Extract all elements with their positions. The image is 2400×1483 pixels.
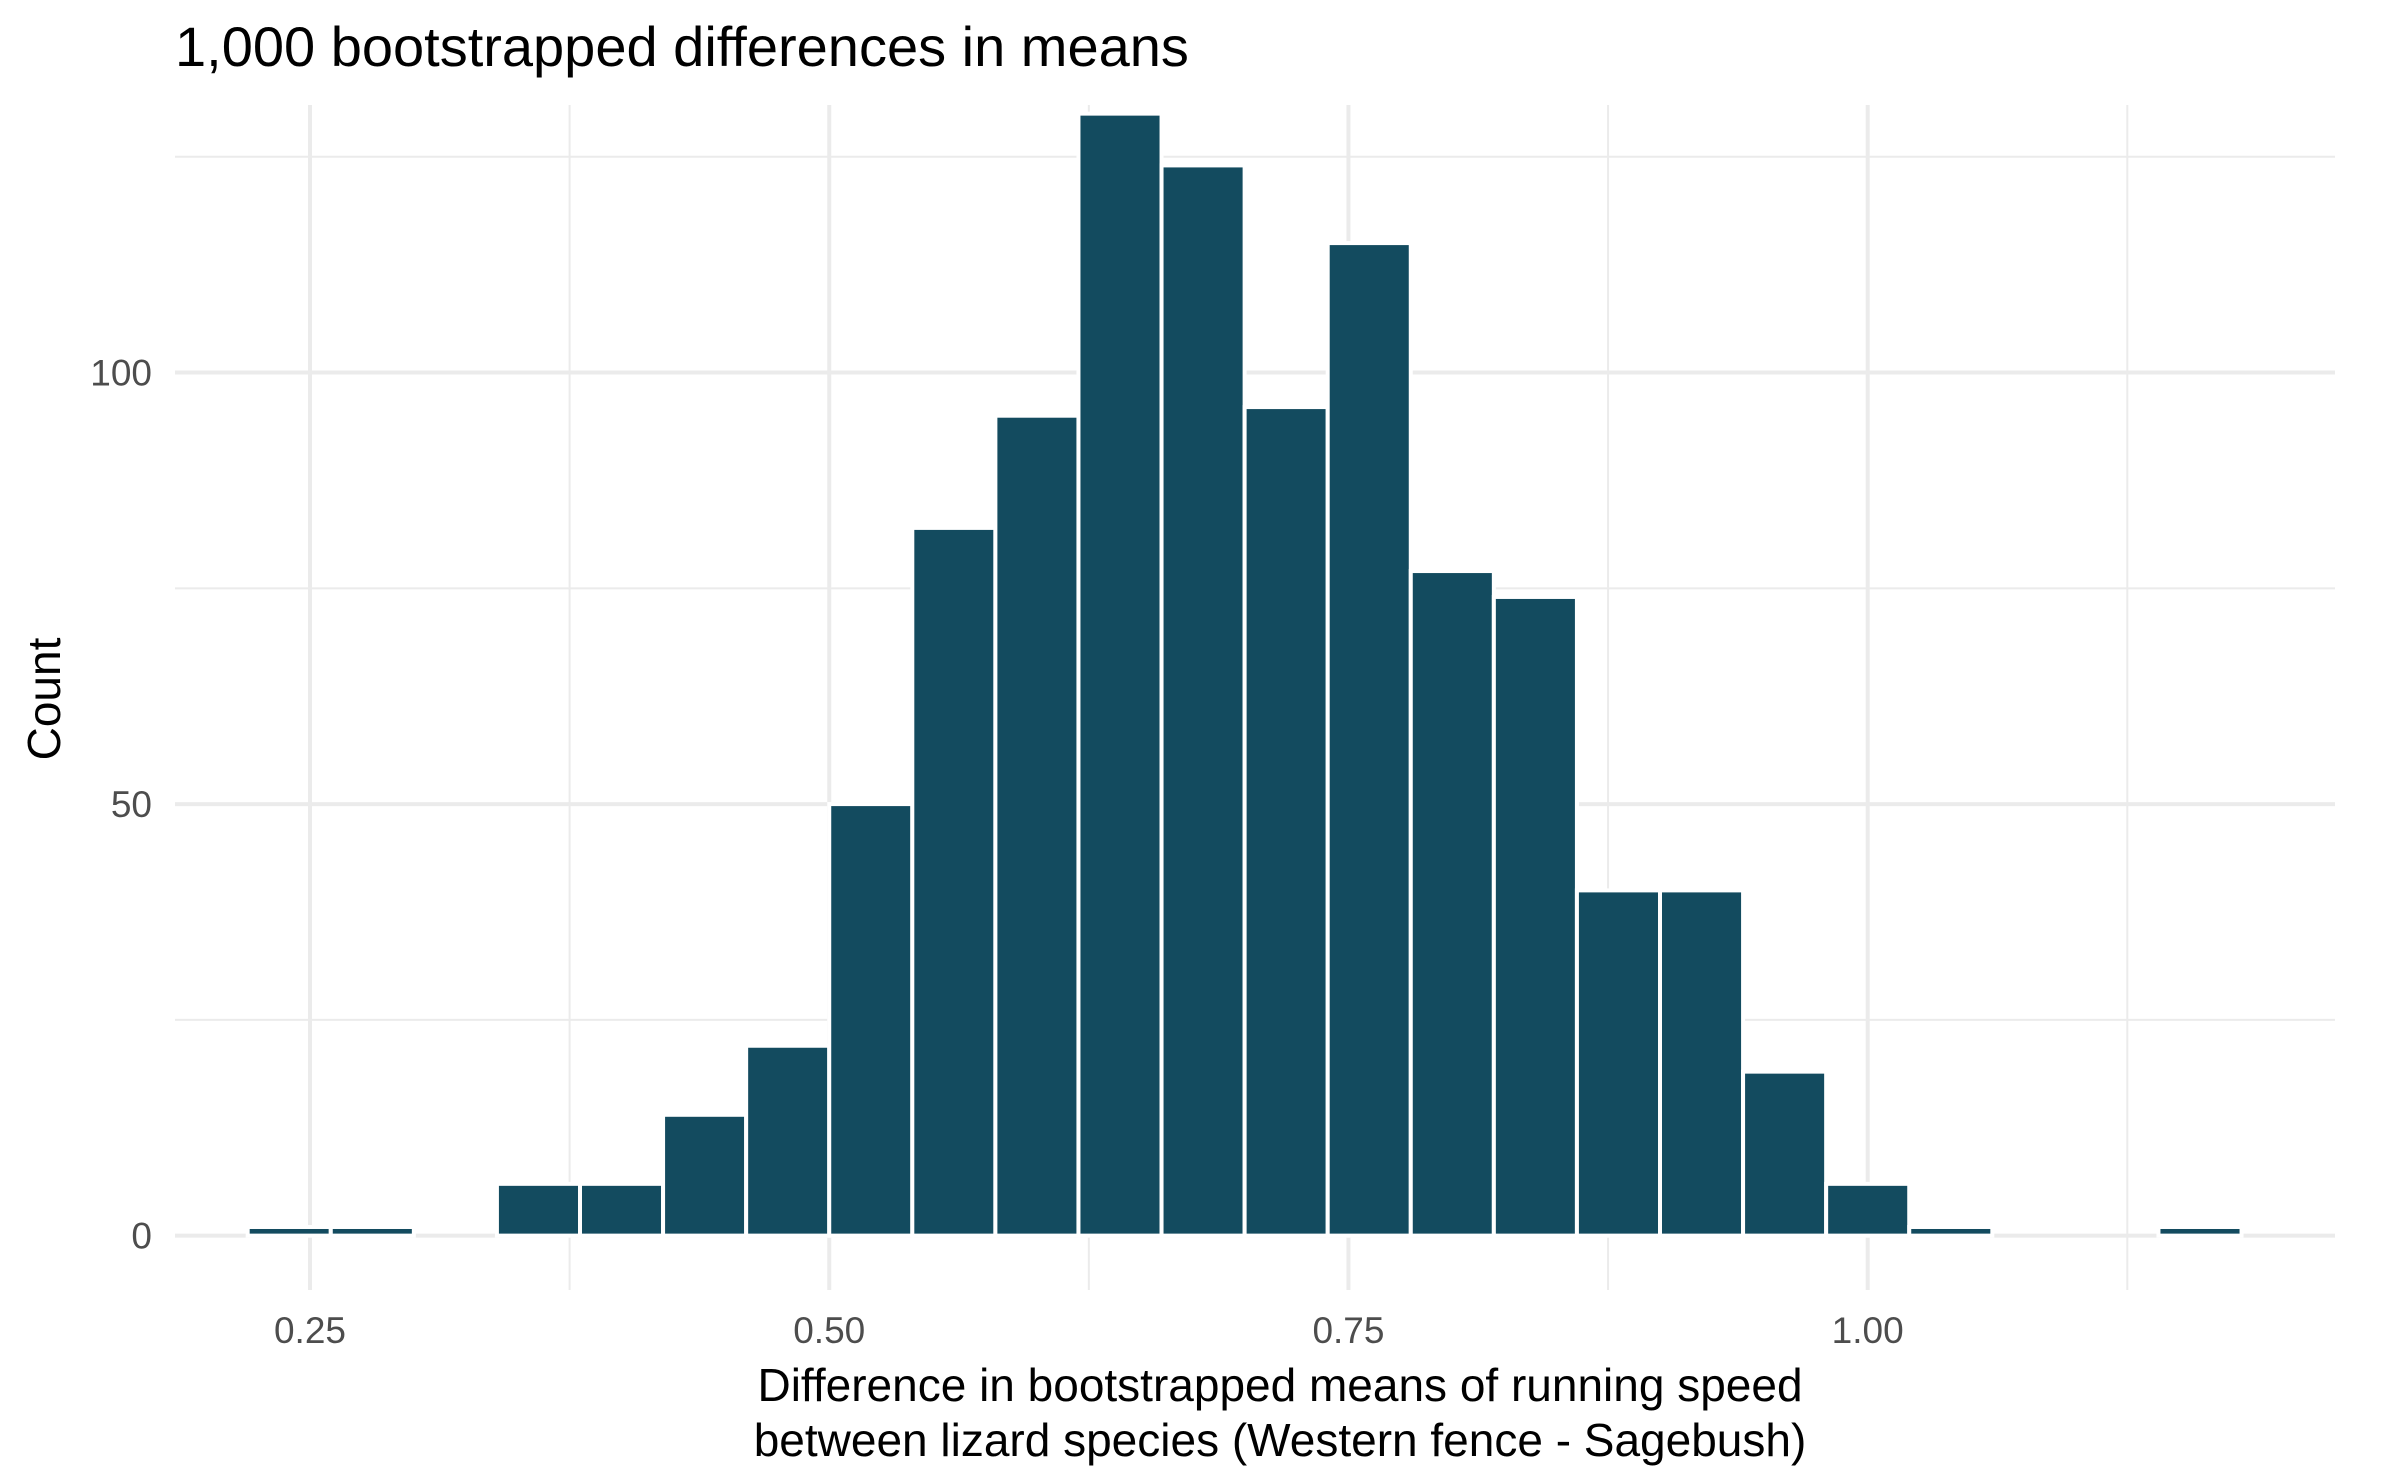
histogram-bar — [328, 1224, 416, 1238]
y-tick-label: 0 — [131, 1216, 152, 1257]
histogram-bar — [1159, 163, 1247, 1238]
y-axis-tick-labels: 0 50 100 — [90, 353, 152, 1257]
x-tick-label: 1.00 — [1832, 1310, 1904, 1351]
histogram-bar — [1824, 1181, 1912, 1238]
x-axis-title-line-1: Difference in bootstrapped means of runn… — [757, 1359, 1802, 1411]
histogram-bar — [2156, 1224, 2244, 1238]
x-axis-title-line-2: between lizard species (Western fence - … — [754, 1414, 1807, 1466]
chart-title: 1,000 bootstrapped differences in means — [175, 15, 1189, 78]
histogram-bar — [1408, 569, 1496, 1238]
y-tick-label: 100 — [90, 353, 152, 394]
histogram-bar — [827, 802, 915, 1238]
histogram-bars — [245, 111, 2244, 1238]
histogram-bar — [245, 1224, 333, 1238]
y-axis-title: Count — [18, 637, 70, 760]
x-tick-label: 0.25 — [274, 1310, 346, 1351]
histogram-bar — [910, 525, 998, 1238]
histogram-bar — [1741, 1069, 1829, 1238]
histogram-bar — [1574, 888, 1663, 1238]
histogram-bar — [578, 1181, 666, 1238]
histogram-bar — [993, 413, 1081, 1238]
y-tick-label: 50 — [111, 784, 152, 825]
histogram-bar — [1242, 405, 1330, 1238]
histogram-bar — [1325, 241, 1413, 1238]
histogram-bar — [661, 1112, 749, 1238]
histogram-bar — [494, 1181, 582, 1238]
histogram-bar — [1076, 111, 1164, 1238]
histogram-bar — [1658, 888, 1746, 1238]
histogram-bar — [1491, 594, 1579, 1238]
x-tick-label: 0.75 — [1312, 1310, 1384, 1351]
x-axis-tick-labels: 0.25 0.50 0.75 1.00 — [274, 1310, 1904, 1351]
histogram-bar — [744, 1043, 832, 1238]
histogram-bar — [1907, 1224, 1995, 1238]
x-tick-label: 0.50 — [793, 1310, 865, 1351]
